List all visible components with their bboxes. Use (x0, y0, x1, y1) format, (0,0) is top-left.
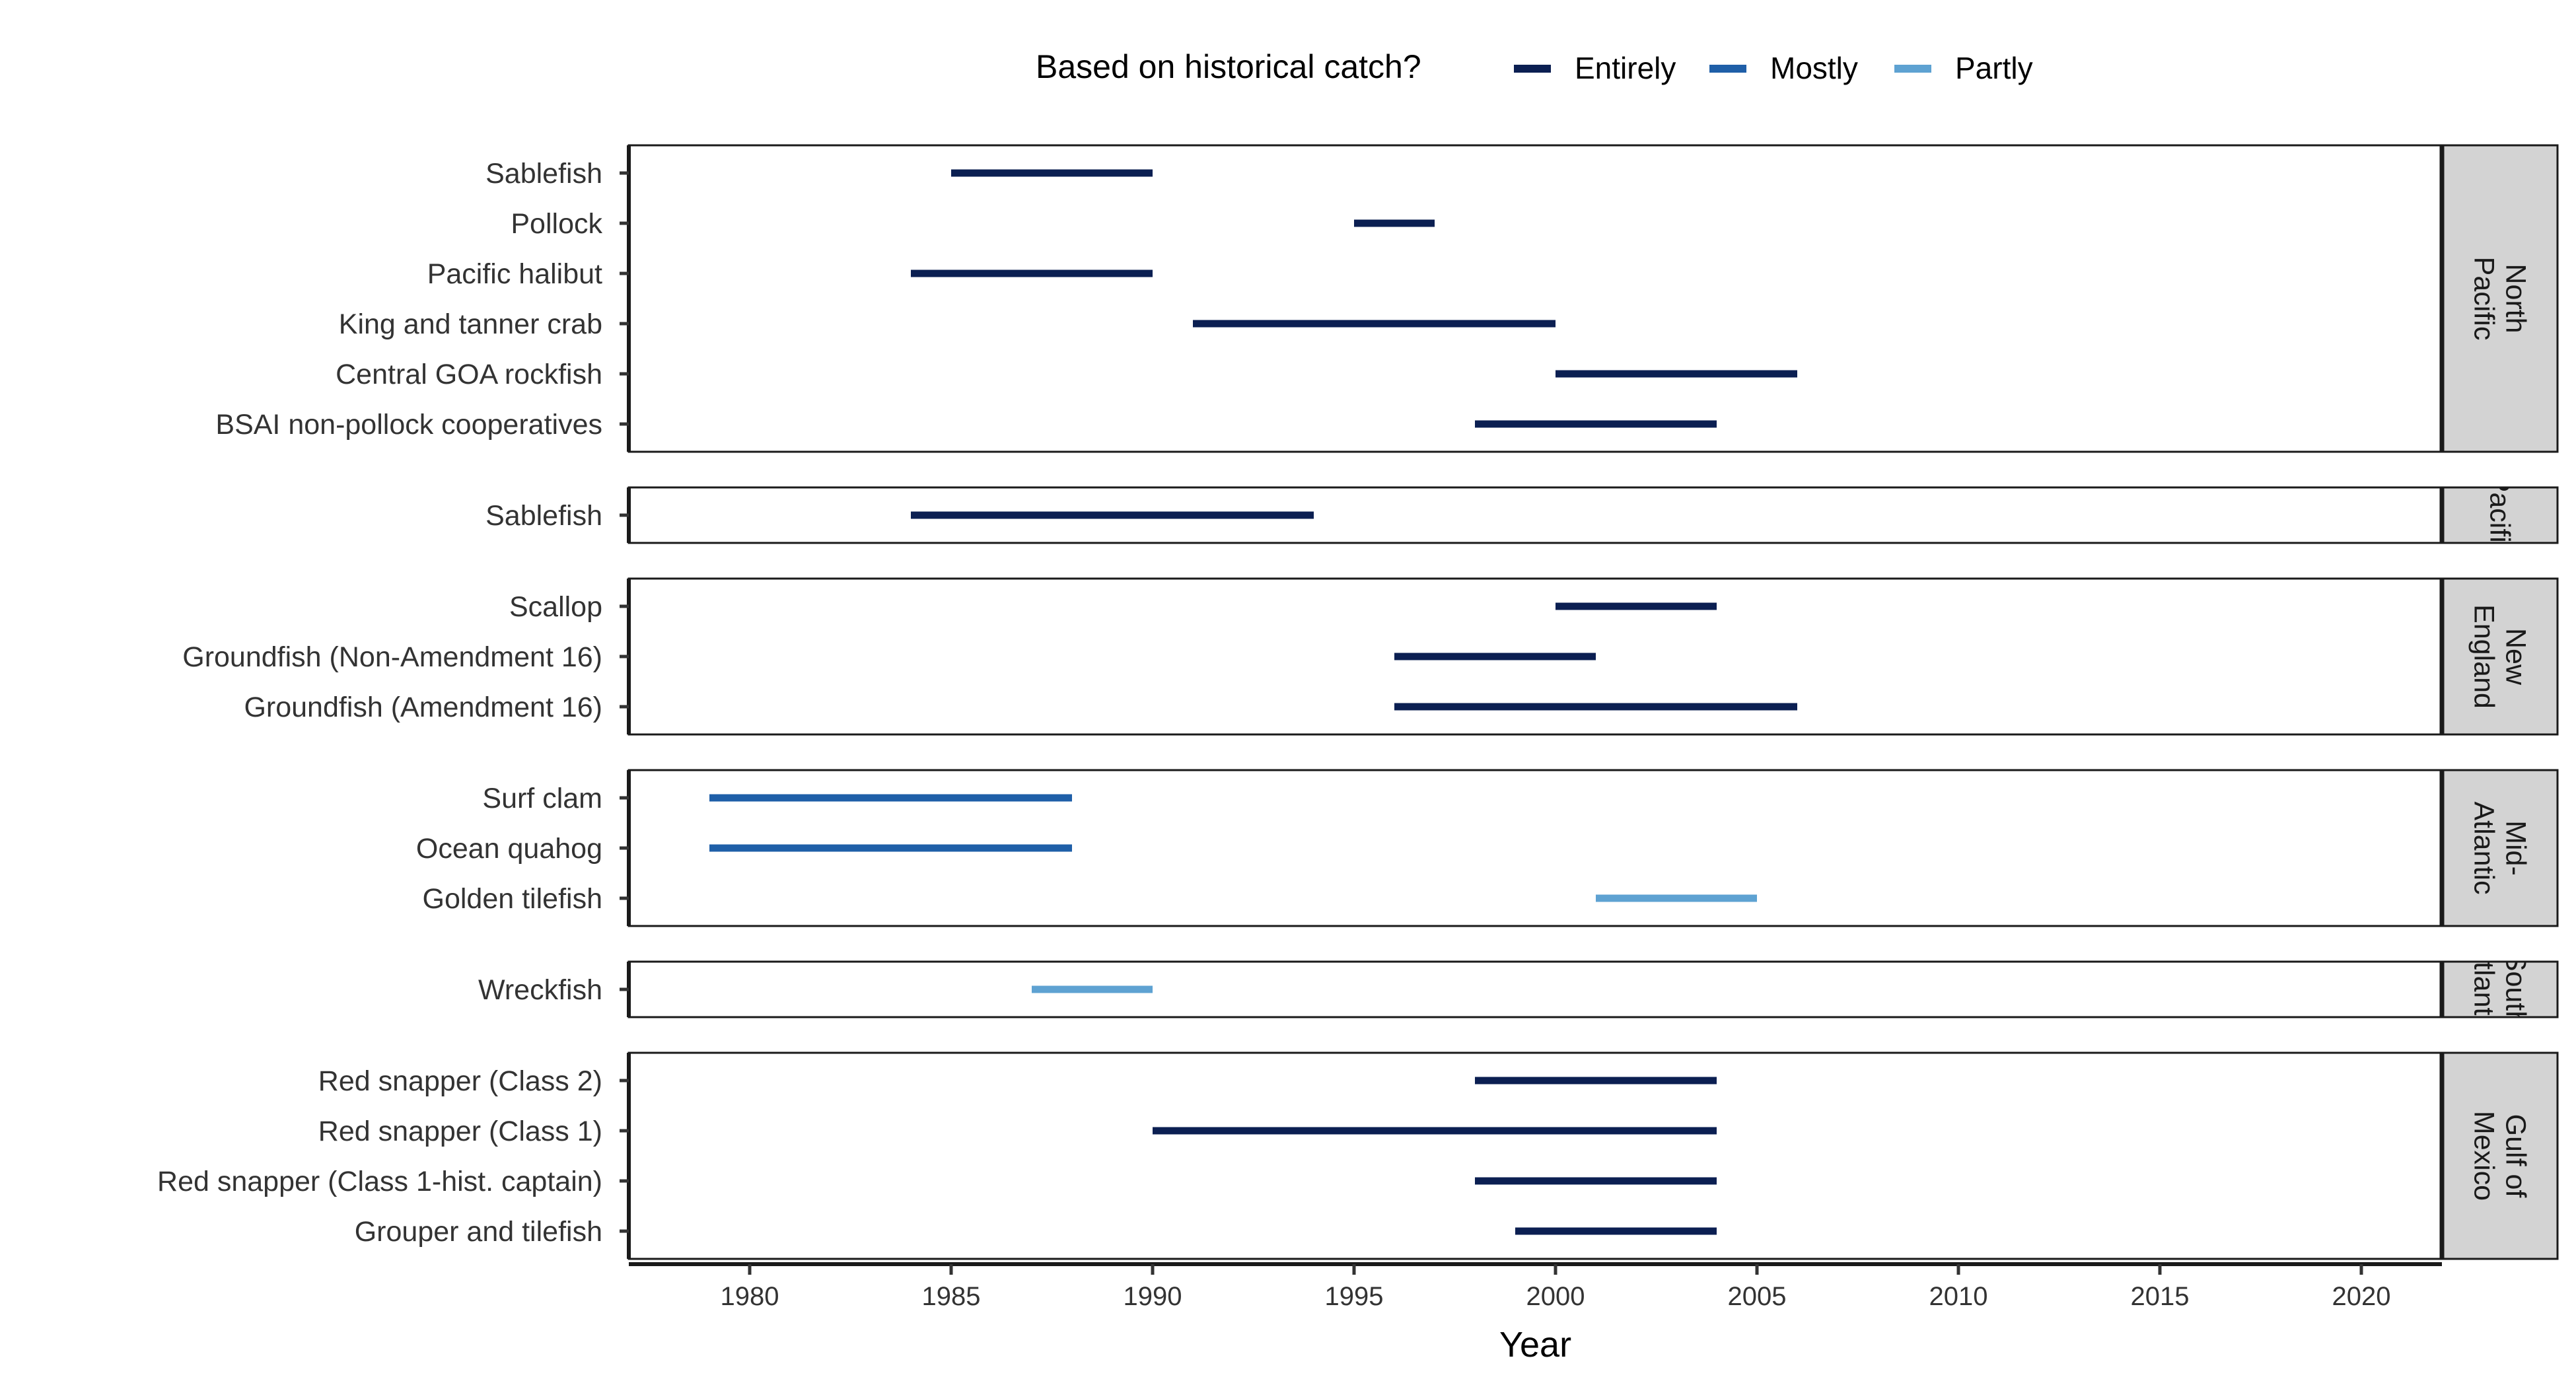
row-label: King and tanner crab (339, 308, 602, 340)
row-label: Pacific halibut (427, 258, 602, 290)
row-label: Central GOA rockfish (336, 359, 602, 390)
row-label: Groundfish (Non-Amendment 16) (182, 641, 602, 673)
strip-label-north-pacific: Pacific (2468, 257, 2500, 341)
row-label: Red snapper (Class 2) (318, 1065, 602, 1097)
row-label: Ocean quahog (416, 833, 602, 865)
x-tick-label: 1990 (1124, 1282, 1182, 1311)
legend-label-partly: Partly (1955, 51, 2033, 85)
strip-label-gulf-of-mexico: Gulf of (2500, 1114, 2532, 1199)
strip-label-pacific: Pacific (2484, 474, 2516, 557)
row-label: Sablefish (485, 158, 602, 190)
x-axis-title: Year (1499, 1325, 1571, 1365)
strip-label-north-pacific: North (2500, 264, 2532, 333)
legend-title: Based on historical catch? (1036, 48, 1421, 85)
strip-background (2441, 144, 2559, 453)
row-label: Scallop (509, 591, 602, 623)
x-tick-label: 2005 (1728, 1282, 1787, 1311)
strip-label-mid-atlantic: Atlantic (2468, 801, 2500, 894)
strip-label-mid-atlantic: Mid- (2500, 820, 2532, 876)
row-label: Pollock (511, 208, 602, 240)
strip-label-south-atlantic: South (2500, 952, 2532, 1026)
legend: Based on historical catch? Entirely Mostly… (1036, 48, 2033, 85)
panel-frame (627, 960, 2443, 1018)
x-tick-label: 1985 (922, 1282, 981, 1311)
legend-label-mostly: Mostly (1770, 51, 1858, 85)
x-tick-label: 1995 (1325, 1282, 1384, 1311)
x-tick-label: 2000 (1526, 1282, 1585, 1311)
strip-background (2441, 960, 2559, 1018)
strip-background (2441, 769, 2559, 927)
strip-label-gulf-of-mexico: Mexico (2468, 1111, 2500, 1201)
row-label: Groundfish (Amendment 16) (244, 692, 602, 723)
row-label: BSAI non-pollock cooperatives (215, 409, 602, 441)
row-label: Grouper and tilefish (355, 1216, 602, 1248)
strip-background (2441, 1051, 2559, 1260)
panel-mid-atlantic: Mid-Atlantic Surf clam Ocean quahog Golden … (416, 769, 2559, 927)
strip-background (2441, 577, 2559, 736)
panel-frame (627, 486, 2443, 544)
panel-pacific: Pacific Sablefish (485, 474, 2559, 557)
x-axis: 1980 1985 1990 1995 2000 2005 2010 2015 2020 Year (629, 1262, 2442, 1365)
row-label: Surf clam (482, 783, 602, 814)
x-tick-label: 2010 (1929, 1282, 1988, 1311)
row-label: Red snapper (Class 1) (318, 1116, 602, 1147)
strip-label-south-atlantic: Atlantic (2468, 942, 2500, 1036)
legend-label-entirely: Entirely (1575, 51, 1676, 85)
row-label: Red snapper (Class 1-hist. captain) (157, 1166, 602, 1197)
row-label: Wreckfish (478, 974, 602, 1006)
x-tick-label: 1980 (721, 1282, 779, 1311)
panel-frame (627, 144, 2443, 453)
strip-label-new-england: England (2468, 604, 2500, 709)
row-label: Golden tilefish (423, 883, 603, 915)
strip-label-new-england: New (2500, 628, 2532, 686)
x-tick-label: 2020 (2332, 1282, 2391, 1311)
row-label: Sablefish (485, 500, 602, 532)
x-tick-label: 2015 (2131, 1282, 2190, 1311)
